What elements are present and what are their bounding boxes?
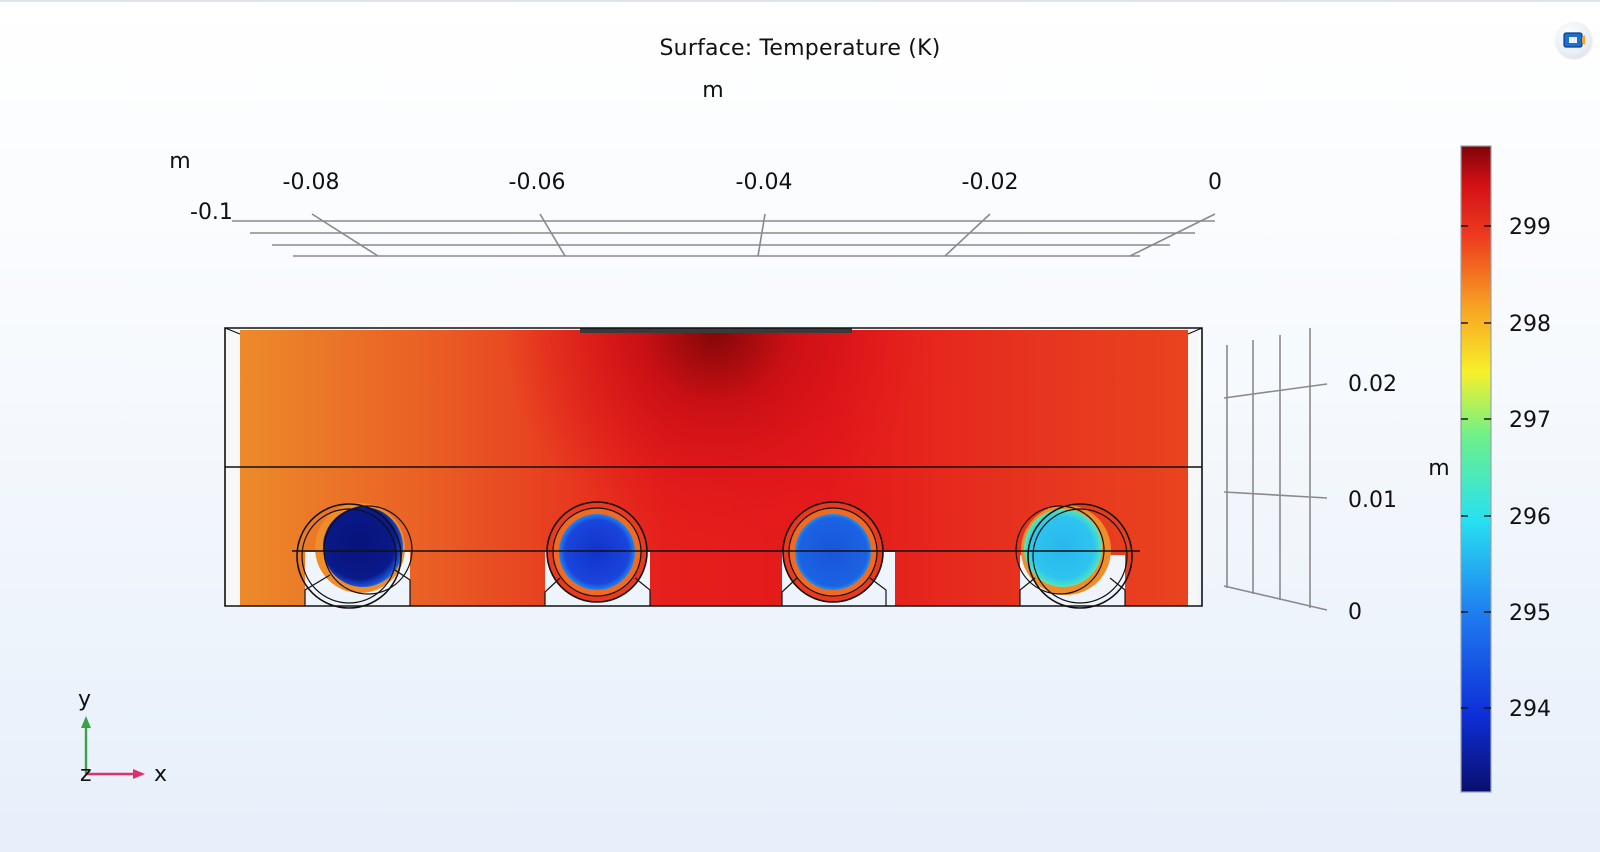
pipe-4 — [1015, 503, 1133, 609]
y-tick-label: 0.01 — [1348, 488, 1397, 513]
x-axis-unit-label: m — [702, 78, 723, 103]
colorbar-tick-label: 295 — [1509, 601, 1551, 626]
triad-z-label: z — [80, 762, 92, 787]
y-axis-unit-label: m — [1428, 456, 1449, 481]
top-heater-strip — [580, 328, 852, 333]
x-tick-label: -0.06 — [509, 170, 566, 195]
z-tick-label: -0.1 — [190, 200, 233, 225]
right-edge-strip — [1188, 330, 1198, 606]
window-top-border — [0, 0, 1600, 2]
pipe-3 — [782, 501, 884, 603]
colorbar-tick-label: 296 — [1509, 505, 1551, 530]
colorbar-tick-label: 294 — [1509, 697, 1551, 722]
left-edge-strip — [225, 330, 240, 606]
colorbar-gradient — [1460, 145, 1492, 793]
triad-y-label: y — [78, 687, 91, 712]
colorbar-tick-label: 298 — [1509, 312, 1551, 337]
y-tick-label: 0 — [1348, 600, 1362, 625]
axis-labels: m m -0.08 -0.06 -0.04 -0.02 0 -0.1 0.02 … — [169, 78, 1449, 625]
y-axis-grid — [1223, 328, 1328, 611]
pipe-cross-sections — [296, 501, 1133, 609]
plot-title: Surface: Temperature (K) — [659, 36, 941, 61]
x-tick-label: -0.02 — [962, 170, 1019, 195]
y-tick-label: 0.02 — [1348, 372, 1397, 397]
x-tick-label: -0.08 — [283, 170, 340, 195]
triad-x-label: x — [154, 762, 167, 787]
colorbar-tick-label: 297 — [1509, 408, 1551, 433]
color-legend: 299 298 297 296 295 294 — [1460, 145, 1551, 793]
camera-view-icon — [1563, 32, 1585, 48]
hotspot-overlay — [240, 330, 1188, 606]
pipe-1 — [296, 503, 413, 609]
colorbar-ticks — [1461, 225, 1491, 709]
x-tick-label: 0 — [1208, 170, 1222, 195]
camera-view-button[interactable] — [1556, 22, 1592, 58]
colorbar-tick-label: 299 — [1509, 215, 1551, 240]
z-axis-unit-label: m — [169, 149, 190, 174]
temperature-surface — [225, 328, 1198, 606]
x-tick-label: -0.04 — [736, 170, 793, 195]
x-axis-grid — [232, 213, 1216, 257]
pipe-2 — [546, 501, 648, 603]
geometry-edges — [224, 327, 1203, 607]
axis-triad: y x z — [78, 687, 167, 787]
